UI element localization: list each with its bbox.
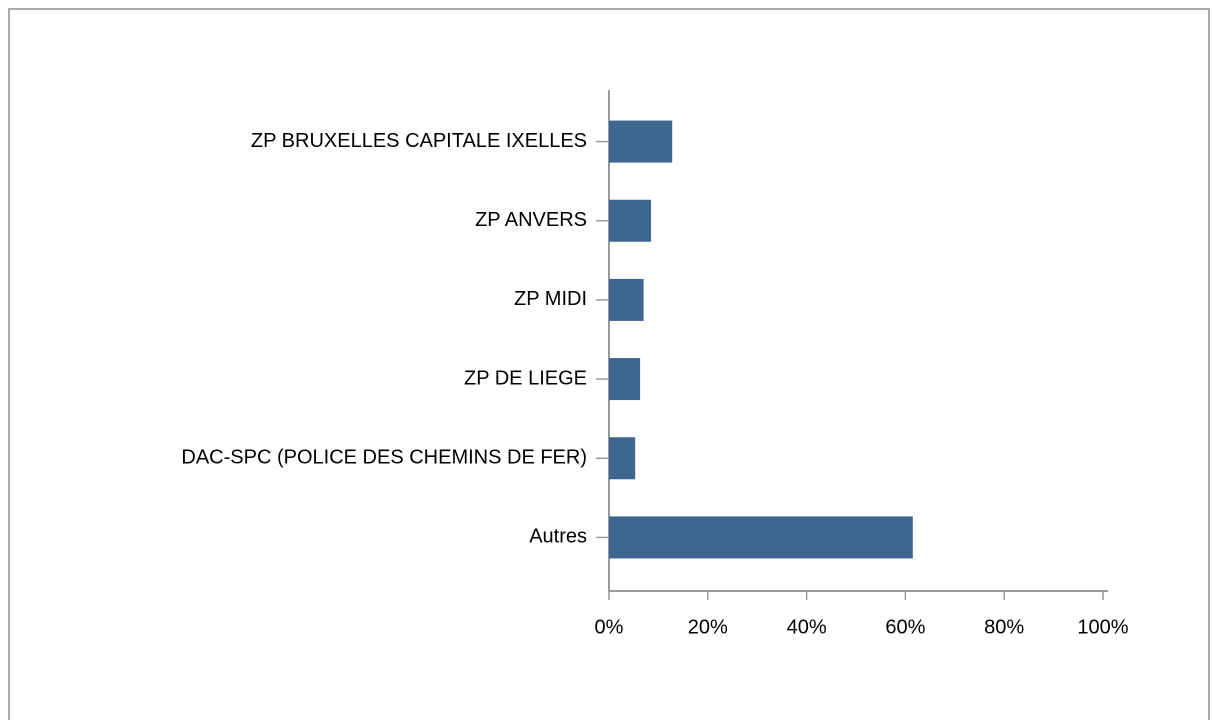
x-tick-label: 60% [885, 616, 925, 638]
bar [609, 437, 636, 480]
y-tick-label: ZP BRUXELLES CAPITALE IXELLES [251, 130, 587, 152]
bar [609, 358, 641, 401]
y-tick-label: Autres [529, 526, 587, 548]
x-tick-label: 20% [688, 616, 728, 638]
bar [609, 120, 673, 163]
x-tick-label: 100% [1077, 616, 1128, 638]
chart-frame [8, 8, 1210, 720]
y-tick-label: DAC-SPC (POLICE DES CHEMINS DE FER) [181, 447, 587, 469]
bar [609, 199, 651, 242]
bar [609, 516, 913, 559]
y-tick-label: ZP MIDI [514, 288, 587, 310]
x-tick-label: 80% [984, 616, 1024, 638]
x-tick-label: 40% [787, 616, 827, 638]
y-tick-label: ZP ANVERS [475, 209, 587, 231]
bar [609, 278, 644, 321]
y-tick-label: ZP DE LIEGE [464, 367, 587, 389]
x-tick-label: 0% [595, 616, 624, 638]
